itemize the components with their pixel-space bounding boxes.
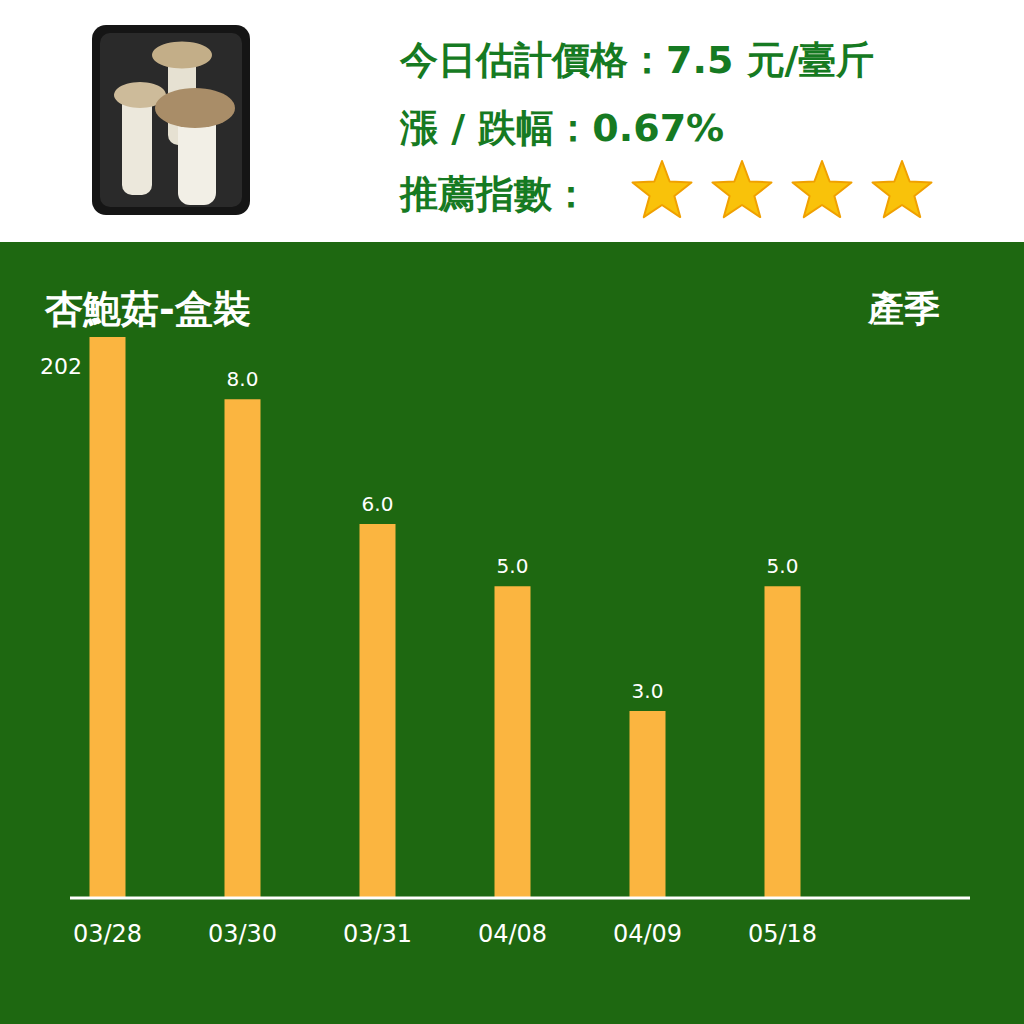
svg-text:產季: 產季	[867, 288, 940, 329]
svg-text:推薦指數：: 推薦指數：	[399, 172, 590, 216]
svg-text:6.0: 6.0	[362, 492, 394, 516]
svg-text:漲 / 跌幅：0.67%: 漲 / 跌幅：0.67%	[399, 106, 724, 150]
svg-text:5.0: 5.0	[767, 554, 799, 578]
svg-text:04/08: 04/08	[478, 920, 547, 948]
svg-text:04/09: 04/09	[613, 920, 682, 948]
svg-text:今日估計價格：7.5 元/臺斤: 今日估計價格：7.5 元/臺斤	[399, 38, 874, 82]
svg-text:03/30: 03/30	[208, 920, 277, 948]
svg-text:03/28: 03/28	[73, 920, 142, 948]
svg-text:8.0: 8.0	[227, 367, 259, 391]
svg-text:05/18: 05/18	[748, 920, 817, 948]
svg-text:5.0: 5.0	[497, 554, 529, 578]
svg-text:03/31: 03/31	[343, 920, 412, 948]
svg-text:3.0: 3.0	[632, 679, 664, 703]
svg-text:202: 202	[40, 354, 82, 379]
svg-text:杏鮑菇-盒裝: 杏鮑菇-盒裝	[44, 287, 251, 331]
